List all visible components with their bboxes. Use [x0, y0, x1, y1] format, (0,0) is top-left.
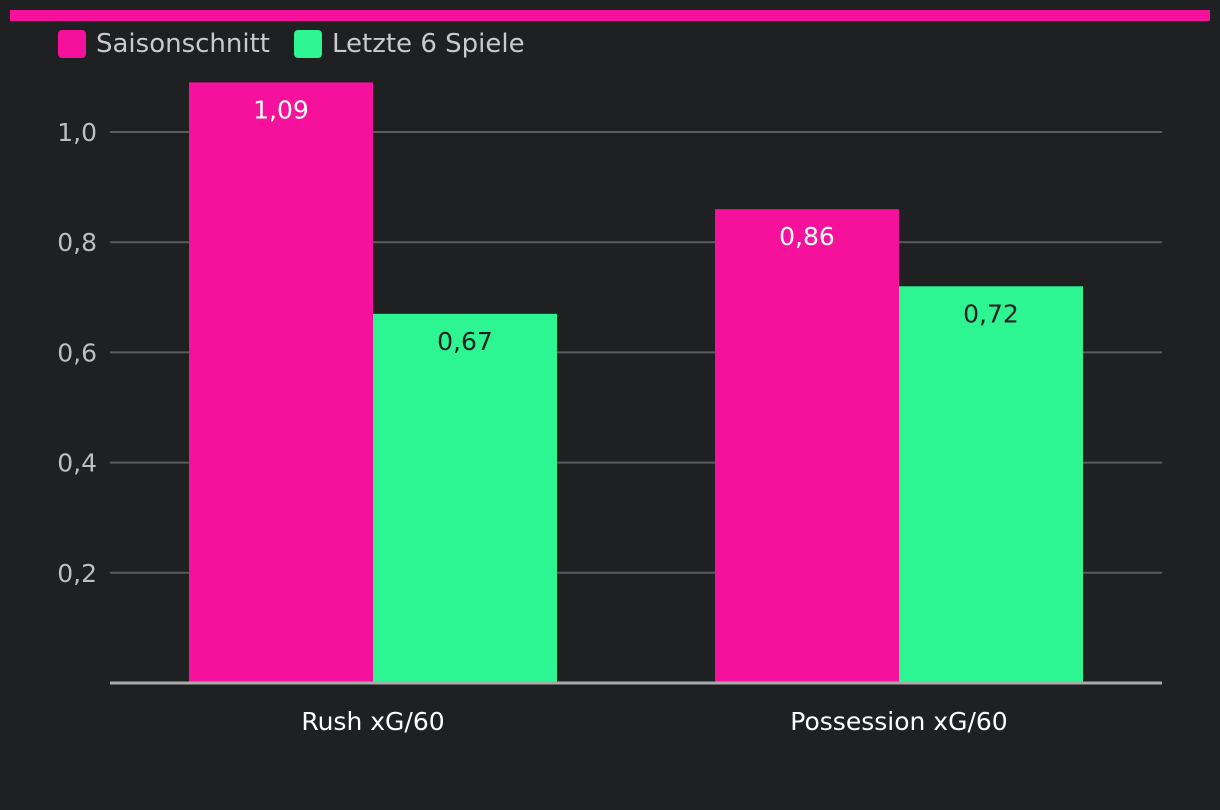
bar-value-label-1-1: 1,09 [253, 95, 309, 124]
y-axis-ticks: 0,2 0,4 0,6 0,8 1,0 [57, 118, 97, 588]
legend-label-2: Letzte 6 Spiele [332, 29, 525, 59]
x-category-label-2: Possession xG/60 [790, 707, 1007, 736]
bar-letzte-6-spiele-1 [373, 313, 557, 683]
bars [189, 82, 1083, 683]
y-tick-label-1: 0,2 [57, 559, 97, 588]
legend: Saisonschnitt Letzte 6 Spiele [58, 29, 525, 59]
x-axis-categories: Rush xG/60 Possession xG/60 [301, 707, 1007, 736]
y-tick-label-3: 0,6 [57, 338, 97, 367]
bar-labels: 1,09 0,86 0,67 0,72 [253, 95, 1019, 355]
bar-value-label-2-2: 0,72 [963, 299, 1019, 328]
y-tick-label-4: 0,8 [57, 228, 97, 257]
y-tick-label-2: 0,4 [57, 449, 97, 478]
legend-swatch-1 [58, 30, 86, 58]
bar-saisonschnitt-1 [189, 82, 373, 683]
accent-bar [10, 10, 1210, 21]
legend-swatch-2 [294, 30, 322, 58]
bar-value-label-1-2: 0,86 [779, 222, 835, 251]
x-category-label-1: Rush xG/60 [301, 707, 444, 736]
y-tick-label-5: 1,0 [57, 118, 97, 147]
bar-value-label-2-1: 0,67 [437, 327, 493, 356]
bar-saisonschnitt-2 [715, 209, 899, 683]
bar-letzte-6-spiele-2 [899, 286, 1083, 683]
legend-label-1: Saisonschnitt [96, 29, 270, 59]
